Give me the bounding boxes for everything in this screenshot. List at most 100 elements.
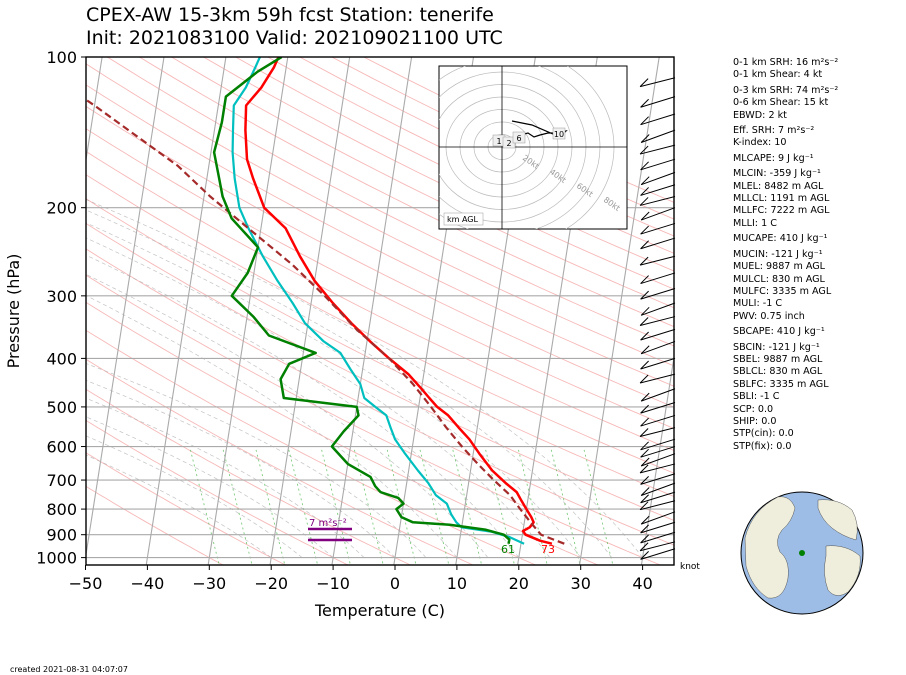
dry-adiabat-line (86, 105, 674, 408)
isotherm-line (331, 57, 413, 565)
chart-title-line2: Init: 2021083100 Valid: 202109021100 UTC (86, 27, 503, 49)
hodograph-legend-label: km AGL (447, 215, 479, 224)
hodograph-height-box (512, 131, 526, 144)
dry-adiabat-line (86, 222, 674, 521)
y-tick-label: 100 (46, 48, 77, 67)
sounding-parameters: 0-1 km SRH: 16 m²s⁻² 0-1 km Shear: 4 kt 0-… (733, 57, 838, 453)
wind-barb-flag (639, 374, 649, 384)
dry-adiabat-line (86, 150, 674, 452)
x-tick-label: 10 (447, 574, 467, 593)
wetbulb-line (212, 57, 511, 544)
wind-barb-flag (640, 187, 649, 196)
wind-barb (640, 548, 676, 560)
moist-adiabat-line (86, 454, 272, 558)
param-line: 0-6 km Shear: 15 kt (733, 97, 829, 109)
param-line: Eff. SRH: 7 m²s⁻² (733, 125, 815, 137)
wind-barb (641, 453, 676, 467)
param-line: SBCAPE: 410 J kg⁻¹ (733, 326, 825, 338)
temperature-line (244, 57, 553, 545)
param-line: MLLFC: 7222 m AGL (733, 205, 830, 217)
isotherm-line (86, 57, 103, 164)
mixing-ratio-line (189, 446, 220, 565)
x-tick-label: 0 (390, 574, 400, 593)
param-line: STP(fix): 0.0 (733, 440, 792, 452)
wind-barb-flag (639, 197, 649, 206)
wind-barb (641, 302, 676, 316)
wind-barb-flag (640, 176, 650, 186)
wind-barb-flag (640, 275, 649, 284)
param-line: 0-1 km Shear: 4 kt (733, 69, 823, 81)
x-tick-label: 40 (632, 574, 652, 593)
y-tick-label: 700 (46, 471, 77, 490)
wind-barb (640, 473, 676, 485)
wind-barb-flag (639, 501, 649, 511)
moist-adiabat-line (86, 222, 581, 558)
mixing-ratio-line (287, 446, 319, 565)
wind-barb (641, 482, 676, 496)
dry-adiabat-line (139, 57, 674, 328)
param-line: MULCL: 830 m AGL (733, 273, 825, 285)
chart-title-line1: CPEX-AW 15-3km 59h fcst Station: tenerif… (86, 4, 494, 26)
wind-barb-flag (640, 331, 649, 341)
hodograph-height-label: 10 (554, 130, 564, 139)
x-tick-label: −10 (316, 574, 350, 593)
param-line: MLCAPE: 9 J kg⁻¹ (733, 152, 814, 164)
wind-barb-flag (640, 487, 650, 496)
y-tick-label: 600 (46, 438, 77, 457)
wind-barb (639, 196, 676, 206)
param-line: MUCIN: -121 J kg⁻¹ (733, 248, 823, 260)
wind-barb (640, 184, 676, 196)
x-tick-label: −30 (192, 574, 226, 593)
x-tick-label: −50 (69, 574, 103, 593)
param-line: SBEL: 9887 m AGL (733, 353, 823, 365)
mixing-ratio-line (451, 446, 483, 565)
y-tick-label: 500 (46, 398, 77, 417)
wind-barb-flag (640, 457, 650, 467)
wind-barb-flag (640, 441, 649, 451)
dry-adiabat-line (86, 419, 349, 565)
param-line: MLLI: 1 C (733, 217, 777, 229)
dry-adiabat-line (107, 57, 674, 347)
param-line: SBLI: -1 C (733, 391, 780, 403)
wind-barb-flag (640, 290, 649, 300)
param-line: SCP: 0.0 (733, 403, 774, 415)
moist-adiabat-line (86, 209, 612, 558)
dry-adiabat-line (86, 174, 674, 474)
param-line: STP(cin): 0.0 (733, 428, 794, 440)
mixing-ratio-line (320, 446, 351, 565)
dry-adiabat-line (86, 248, 674, 546)
wind-barb (639, 144, 676, 155)
param-line: SHIP: 0.0 (733, 415, 777, 427)
isotherm-line (578, 57, 660, 565)
dry-adiabat-line (171, 57, 674, 309)
x-tick-label: −20 (254, 574, 288, 593)
param-line: MULI: -1 C (733, 298, 783, 310)
param-line: SBLCL: 830 m AGL (733, 366, 823, 378)
wind-barb (641, 207, 676, 221)
wind-barb-flag (640, 476, 649, 485)
wind-barb (640, 402, 676, 414)
wind-barb (639, 77, 676, 88)
wind-barb (641, 511, 676, 525)
isotherm-line (640, 353, 674, 565)
y-tick-label: 800 (46, 500, 77, 519)
wind-barb (639, 373, 676, 384)
isotherm-line (145, 57, 227, 565)
param-line: K-index: 10 (733, 137, 787, 149)
wind-barb-flag (640, 116, 649, 126)
wind-barb-flag (639, 542, 649, 552)
wind-barb (639, 427, 676, 438)
moist-adiabat-line (86, 237, 551, 558)
wind-barb-flag (640, 306, 650, 316)
dry-adiabat-line (203, 57, 674, 290)
wind-barb-flag (639, 256, 649, 266)
wind-barb-flag (640, 225, 649, 235)
wind-barb-flag (640, 515, 650, 525)
param-line: MLCIN: -359 J kg⁻¹ (733, 168, 821, 180)
wind-barb-flag (640, 211, 650, 221)
mixing-ratio-line (484, 446, 515, 565)
mixing-ratio-line (582, 446, 614, 565)
wind-barb (640, 414, 676, 427)
wind-barb-flag (639, 428, 649, 437)
x-tick-label: 20 (509, 574, 529, 593)
